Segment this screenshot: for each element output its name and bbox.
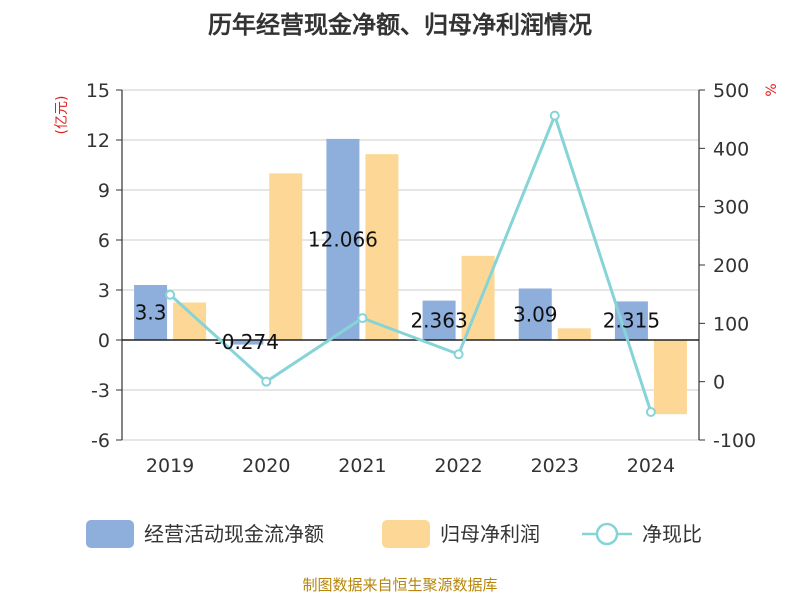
netprofit-bar — [365, 154, 399, 340]
netprofit-bar — [557, 328, 591, 340]
left-tick-label: -6 — [91, 430, 110, 452]
right-tick-label: 200 — [713, 255, 749, 277]
right-tick-label: 100 — [713, 313, 749, 335]
right-tick-label: 0 — [713, 372, 725, 394]
left-tick-label: 3 — [98, 280, 110, 302]
ratio-line-path — [169, 111, 653, 413]
cashflow-data-label: 3.3 — [135, 301, 167, 325]
bars — [134, 138, 687, 415]
netprofit-bar — [653, 340, 687, 415]
netprofit-bar — [461, 255, 495, 340]
legend-marker-ratio — [595, 522, 619, 546]
left-tick-label: 9 — [98, 180, 110, 202]
cashflow-bar — [422, 300, 456, 340]
legend: 经营活动现金流净额 归母净利润 净现比 — [86, 520, 702, 548]
ratio-point — [357, 313, 368, 324]
legend-swatch-netprofit — [382, 520, 430, 548]
cashflow-data-label: 2.363 — [410, 308, 467, 332]
chart-title: 历年经营现金净额、归母净利润情况 — [208, 11, 592, 39]
x-tick-label: 2021 — [338, 455, 386, 477]
source-note: 制图数据来自恒生聚源数据库 — [302, 576, 497, 594]
axes — [121, 90, 700, 440]
right-axis-unit: % — [764, 83, 780, 96]
netprofit-bar — [269, 173, 303, 340]
ratio-point — [645, 407, 656, 417]
right-tick-label: 500 — [713, 80, 749, 102]
left-tick-label: 6 — [98, 230, 110, 252]
left-tick-label: 0 — [98, 330, 110, 352]
cashflow-bar — [134, 285, 168, 340]
legend-label-netprofit: 归母净利润 — [440, 522, 540, 546]
data-labels: 3.3 -0.274 12.066 2.363 3.09 2.315 — [135, 227, 660, 354]
left-axis-ticks: 15 12 9 6 3 0 -3 -6 — [86, 80, 122, 452]
cashflow-data-label: -0.274 — [215, 330, 279, 354]
x-tick-label: 2024 — [627, 455, 675, 477]
right-axis-ticks: 500 400 300 200 100 0 -100 — [699, 80, 756, 452]
cashflow-bar — [230, 340, 264, 345]
legend-label-cashflow: 经营活动现金流净额 — [144, 522, 324, 546]
ratio-point — [165, 289, 176, 300]
left-tick-label: 15 — [86, 80, 110, 102]
ratio-line — [165, 110, 656, 417]
right-tick-label: 300 — [713, 197, 749, 219]
cashflow-data-label: 2.315 — [603, 309, 660, 333]
x-tick-label: 2023 — [531, 455, 579, 477]
x-tick-label: 2019 — [146, 455, 194, 477]
x-axis-ticks: 2019 2020 2021 2022 2023 2024 — [146, 455, 675, 477]
ratio-point — [261, 376, 272, 387]
legend-label-ratio: 净现比 — [642, 522, 702, 546]
cashflow-data-label: 12.066 — [308, 227, 378, 251]
cashflow-bar — [518, 288, 552, 340]
left-tick-label: 12 — [86, 130, 110, 152]
cashflow-bar — [326, 138, 360, 340]
ratio-point — [549, 110, 560, 121]
cashflow-data-label: 3.09 — [513, 302, 558, 326]
left-axis-unit: (亿元) — [54, 96, 70, 135]
ratio-point — [453, 349, 464, 360]
legend-swatch-cashflow — [86, 520, 134, 548]
x-tick-label: 2020 — [242, 455, 290, 477]
left-tick-label: -3 — [91, 380, 110, 402]
right-tick-label: 400 — [713, 138, 749, 160]
right-tick-label: -100 — [713, 430, 756, 452]
x-tick-label: 2022 — [434, 455, 482, 477]
gridlines — [122, 89, 699, 441]
